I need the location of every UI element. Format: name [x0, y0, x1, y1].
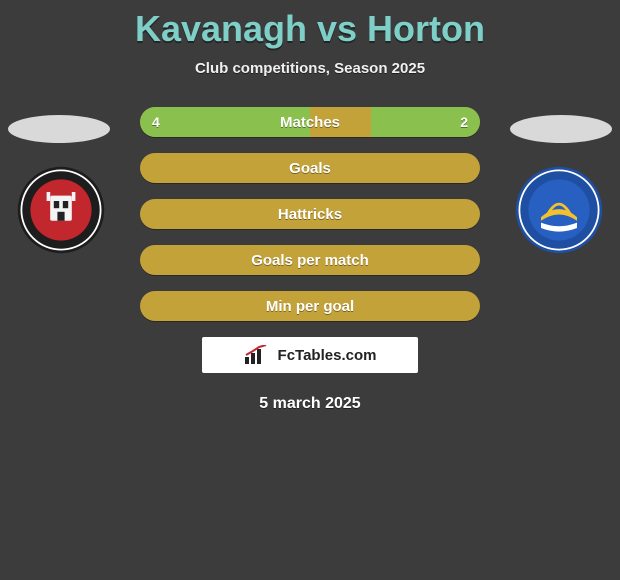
stat-row: Goals per match [140, 245, 480, 275]
club-crest-left [16, 165, 106, 255]
logo-text: FcTables.com [278, 347, 377, 364]
comparison-panel: 42Matches Goals Hattricks Goals per match Mi… [0, 107, 620, 413]
stat-label: Min per goal [140, 291, 480, 321]
page-title: Kavanagh vs Horton [0, 0, 620, 50]
stat-label: Hattricks [140, 199, 480, 229]
date-text: 5 march 2025 [0, 395, 620, 413]
stat-row: Goals [140, 153, 480, 183]
stats-bars: 42Matches Goals Hattricks Goals per match Mi… [140, 107, 480, 321]
stat-row: Hattricks [140, 199, 480, 229]
chart-icon [244, 345, 272, 365]
stat-label: Goals per match [140, 245, 480, 275]
player-right-oval [510, 115, 612, 143]
fctables-logo: FcTables.com [202, 337, 418, 373]
stat-row: Min per goal [140, 291, 480, 321]
stat-label: Goals [140, 153, 480, 183]
subtitle: Club competitions, Season 2025 [0, 60, 620, 77]
stat-label: Matches [140, 107, 480, 137]
club-crest-right [514, 165, 604, 255]
stat-row: 42Matches [140, 107, 480, 137]
player-left-oval [8, 115, 110, 143]
